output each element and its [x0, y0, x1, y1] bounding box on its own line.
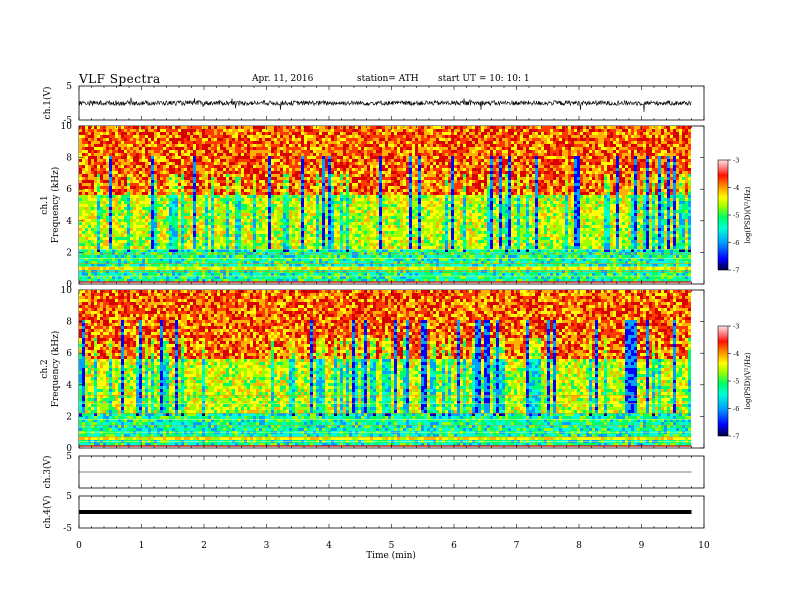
ch1-spec-ylabel-frequency: Frequency (kHz): [50, 167, 61, 244]
ch1-volt-tick-label: 5: [66, 82, 72, 92]
x-tick-label: 5: [389, 541, 395, 551]
x-axis-label: Time (min): [366, 550, 416, 561]
colorbar-tick-label: -4: [733, 350, 739, 358]
ch3-ylabel: ch.3(V): [42, 456, 53, 489]
colorbar-tick-label: -3: [733, 323, 739, 331]
ch1-spectrogram: [79, 126, 692, 282]
ch1-trace: [79, 98, 692, 112]
ch1-ylabel: ch.1(V): [42, 87, 53, 120]
ch2-spectrogram: [79, 290, 692, 446]
colorbar-tick-label: -6: [733, 405, 739, 413]
ch2-freq-tick-label: 4: [66, 381, 72, 391]
ch4-volt-tick-label: 5: [66, 492, 72, 502]
ch2-spec-ylabel-channel: ch.2: [40, 359, 50, 378]
x-tick-label: 8: [576, 541, 582, 551]
ch2-colorbar-label: log(PSD)(V²/Hz): [744, 352, 752, 409]
ch3-volt-tick-label: 5: [66, 452, 72, 462]
ch4-trace: [79, 510, 692, 514]
ch4-ylabel: ch.4(V): [42, 496, 53, 529]
ch2-spec-ylabel-frequency: Frequency (kHz): [50, 331, 61, 408]
colorbar-ticks: -3 -4 -5 -6 -7 -3 -4 -5 -6 -7: [728, 157, 739, 441]
ch1-freq-tick-label: 4: [66, 217, 72, 227]
ch1-freq-tick-label: 8: [66, 154, 72, 164]
x-tick-label: 6: [451, 541, 457, 551]
ch1-freq-tick-label: 2: [66, 248, 72, 258]
x-tick-label: 9: [639, 541, 645, 551]
ch2-freq-tick-label: 2: [66, 412, 72, 422]
colorbar-tick-label: -7: [733, 433, 739, 441]
x-tick-label: 1: [139, 541, 145, 551]
vlf-spectra-figure: 0 1 2 3 4 5 6 7 8 9 10024681002468105-555-5 -3-4-5…: [0, 0, 792, 612]
ch1-colorbar-label: log(PSD)(V²/Hz): [744, 186, 752, 243]
x-tick-label: 4: [326, 541, 332, 551]
ch1-colorbar: [718, 160, 728, 270]
colorbar-tick-label: -4: [733, 184, 739, 192]
colorbar-tick-label: -5: [733, 212, 739, 220]
ch1-freq-tick-label: 6: [66, 185, 72, 195]
ch1-volt-tick-label: -5: [63, 116, 72, 126]
ch2-colorbar: [718, 326, 728, 436]
x-tick-label: 2: [201, 541, 207, 551]
ch1-spec-ylabel-channel: ch.1: [40, 195, 50, 214]
ch2-freq-tick-label: 10: [61, 286, 73, 296]
x-tick-label: 3: [264, 541, 270, 551]
x-tick-label: 10: [698, 541, 710, 551]
colorbar-tick-label: -5: [733, 378, 739, 386]
ch2-freq-tick-label: 6: [66, 349, 72, 359]
colorbar-tick-label: -6: [733, 239, 739, 247]
x-tick-label: 7: [514, 541, 520, 551]
colorbar-tick-label: -3: [733, 157, 739, 165]
x-tick-label: 0: [76, 541, 82, 551]
colorbar-tick-label: -7: [733, 267, 739, 275]
ch2-freq-tick-label: 8: [66, 318, 72, 328]
ch4-volt-tick-label: -5: [63, 524, 72, 534]
